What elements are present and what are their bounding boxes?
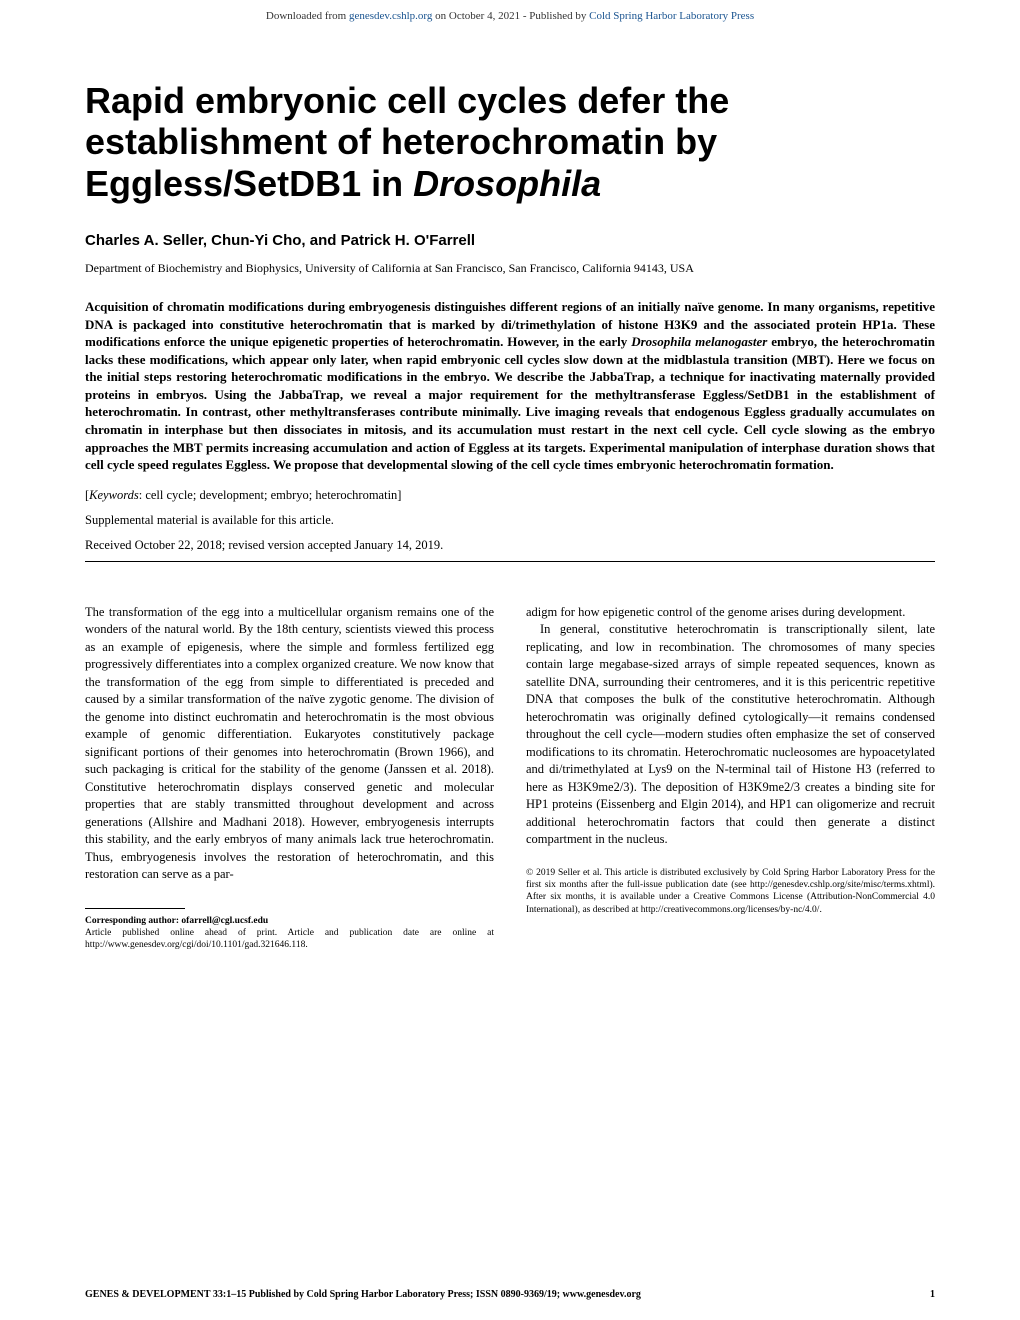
footnotes: Corresponding author: ofarrell@cgl.ucsf.…: [85, 915, 494, 952]
keywords-label: Keywords: [89, 488, 139, 502]
footer-journal-info: GENES & DEVELOPMENT 33:1–15 Published by…: [85, 1289, 641, 1300]
article-info: Article published online ahead of print.…: [85, 928, 494, 950]
abstract-italic1: Drosophila melanogaster: [631, 334, 767, 349]
authors: Charles A. Seller, Chun-Yi Cho, and Patr…: [85, 232, 935, 249]
body-col2-p2: In general, constitutive heterochromatin…: [526, 621, 935, 849]
download-prefix: Downloaded from: [266, 10, 349, 22]
supplemental-note: Supplemental material is available for t…: [85, 513, 935, 528]
keywords-text: : cell cycle; development; embryo; heter…: [139, 488, 402, 502]
download-link-1[interactable]: genesdev.cshlp.org: [349, 10, 432, 22]
received-dates: Received October 22, 2018; revised versi…: [85, 538, 935, 553]
affiliation: Department of Biochemistry and Biophysic…: [85, 261, 935, 276]
title-italic: Drosophila: [413, 163, 601, 204]
column-left: The transformation of the egg into a mul…: [85, 604, 494, 952]
download-link-2[interactable]: Cold Spring Harbor Laboratory Press: [589, 10, 754, 22]
abstract-p2: embryo, the heterochromatin lacks these …: [85, 334, 935, 472]
page-footer: GENES & DEVELOPMENT 33:1–15 Published by…: [85, 1289, 935, 1300]
article-title: Rapid embryonic cell cycles defer the es…: [85, 80, 935, 204]
download-mid: on October 4, 2021 - Published by: [432, 10, 589, 22]
footnote-rule: [85, 908, 185, 909]
body-col1-text: The transformation of the egg into a mul…: [85, 604, 494, 884]
column-right: adigm for how epigenetic control of the …: [526, 604, 935, 952]
title-main: Rapid embryonic cell cycles defer the es…: [85, 80, 729, 204]
corresponding-email[interactable]: ofarrell@cgl.ucsf.edu: [181, 916, 268, 926]
corresponding-label: Corresponding author:: [85, 916, 181, 926]
copyright: © 2019 Seller et al. This article is dis…: [526, 867, 935, 916]
section-divider: [85, 561, 935, 562]
body-columns: The transformation of the egg into a mul…: [85, 604, 935, 952]
abstract: Acquisition of chromatin modifications d…: [85, 298, 935, 473]
keywords: [Keywords: cell cycle; development; embr…: [85, 488, 935, 503]
body-col2-p1: adigm for how epigenetic control of the …: [526, 604, 935, 622]
page-content: Rapid embryonic cell cycles defer the es…: [0, 30, 1020, 972]
footer-page-number: 1: [930, 1289, 935, 1300]
download-bar: Downloaded from genesdev.cshlp.org on Oc…: [0, 0, 1020, 30]
